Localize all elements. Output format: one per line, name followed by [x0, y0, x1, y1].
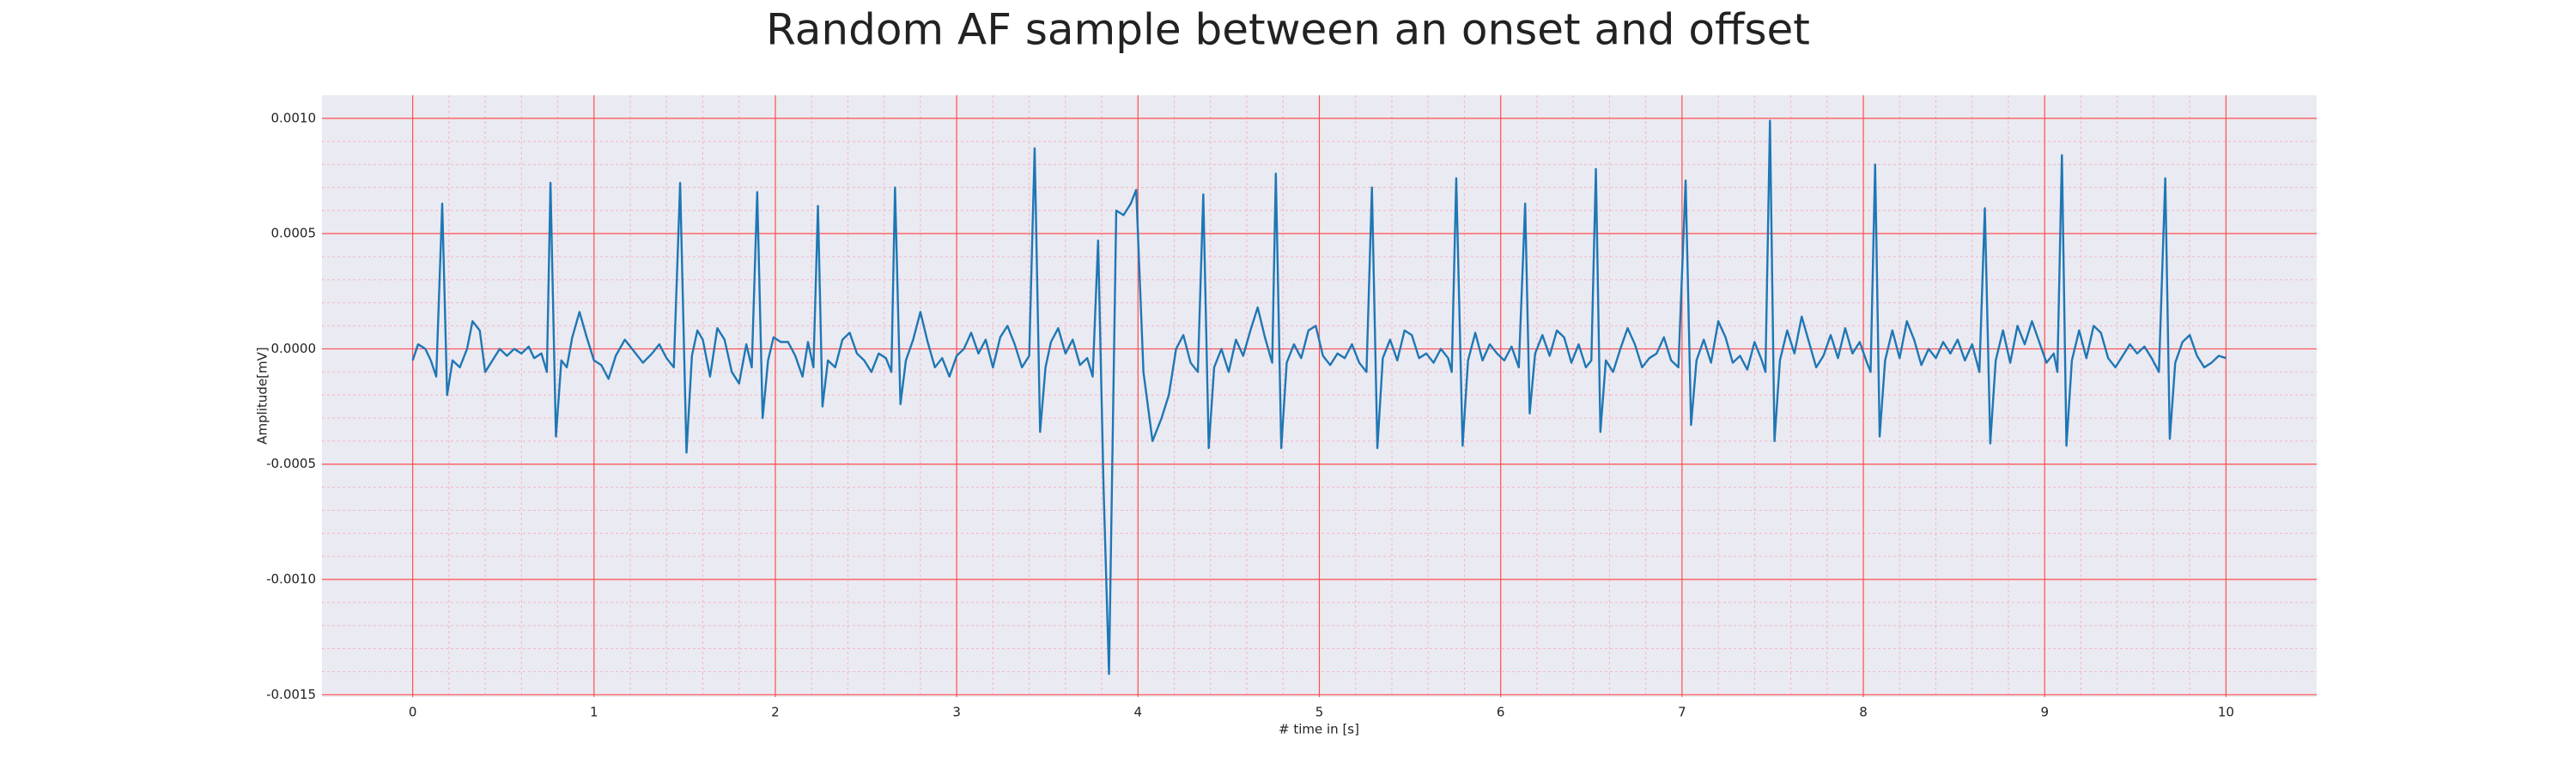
- y-tick-label: -0.0010: [266, 572, 316, 587]
- x-tick-label: 10: [2218, 705, 2234, 720]
- x-tick-label: 8: [1859, 705, 1868, 720]
- x-tick-label: 2: [771, 705, 780, 720]
- y-tick-label: 0.0000: [271, 341, 317, 356]
- y-tick-label: 0.0005: [271, 226, 317, 241]
- x-tick-label: 5: [1315, 705, 1324, 720]
- chart-title: Random AF sample between an onset and of…: [766, 5, 1810, 55]
- signal-line: [411, 119, 2227, 676]
- x-tick-label: 4: [1134, 705, 1143, 720]
- x-tick-label: 6: [1497, 705, 1505, 720]
- y-tick-label: 0.0010: [271, 110, 317, 125]
- x-tick-label: 0: [409, 705, 417, 720]
- grid: [322, 95, 2317, 697]
- y-axis-label: Amplitude[mV]: [255, 347, 270, 444]
- x-tick-label: 9: [2040, 705, 2049, 720]
- plot: [411, 119, 2227, 676]
- x-axis-label: # time in [s]: [1279, 722, 1359, 737]
- x-tick-label: 1: [590, 705, 598, 720]
- x-tick-label: 3: [952, 705, 961, 720]
- x-tick-label: 7: [1678, 705, 1686, 720]
- y-tick-label: -0.0005: [266, 456, 316, 471]
- y-tick-label: -0.0015: [266, 687, 316, 702]
